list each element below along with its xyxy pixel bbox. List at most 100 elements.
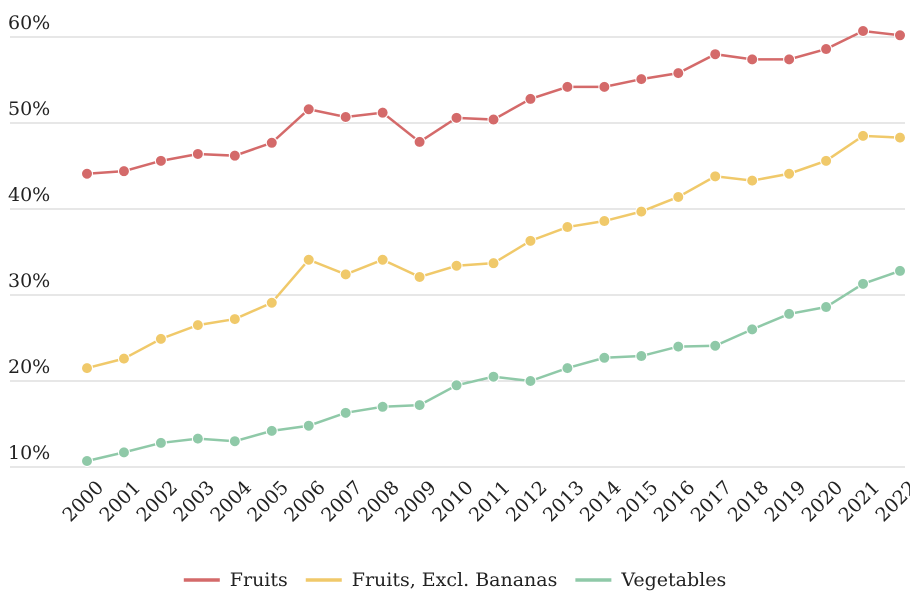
data-point [857,129,870,142]
x-tick-label: 2016 [650,477,700,527]
data-point [524,375,537,387]
x-tick-label: 2013 [539,477,589,527]
legend-item: Fruits, Excl. Bananas [305,569,558,591]
data-point [783,307,796,320]
data-point [450,111,463,124]
series-line [86,269,901,463]
data-point [117,165,130,178]
x-tick-label: 2022 [871,477,910,527]
y-tick-label: 30% [8,270,50,292]
data-point [81,167,93,180]
data-point [672,190,685,203]
y-tick-label: 60% [8,12,50,34]
legend: Fruits Fruits, Excl. Bananas Vegetables [183,569,726,591]
data-point [635,73,648,86]
data-point [228,313,241,326]
data-point [635,350,648,363]
data-point [376,106,389,119]
data-point [487,370,500,383]
data-point [154,436,167,449]
data-point [81,454,93,467]
x-tick-label: 2008 [354,477,404,527]
x-tick-label: 2007 [317,477,367,527]
y-tick-label: 50% [8,98,50,120]
data-point [191,432,204,445]
data-point [265,296,278,309]
data-point [524,92,537,105]
data-point [746,53,759,66]
data-point [302,419,315,432]
data-point [339,110,352,123]
data-point [81,362,93,375]
data-point [820,301,833,314]
data-point [709,339,722,352]
data-point [672,340,685,353]
data-point [857,24,870,37]
x-tick-label: 2011 [465,477,515,527]
data-point [598,80,611,93]
series-line [86,134,901,370]
data-point [598,215,611,228]
legend-item: Vegetables [575,569,726,591]
x-tick-label: 2018 [724,477,774,527]
data-point [413,399,426,412]
x-tick-label: 2015 [613,477,663,527]
y-tick-label: 40% [8,184,50,206]
data-point [228,149,241,162]
legend-item: Fruits [183,569,288,591]
data-point [450,379,463,392]
data-point [450,259,463,272]
data-point [413,270,426,283]
data-point [191,147,204,160]
x-tick-label: 2006 [280,477,330,527]
data-point [117,352,130,365]
y-tick-label: 10% [8,442,50,464]
data-point [783,53,796,66]
data-point [598,351,611,364]
data-point [154,154,167,167]
data-point [820,43,833,56]
data-point [302,103,315,116]
legend-label: Fruits [230,569,288,591]
data-point [746,174,759,187]
data-point [820,154,833,167]
data-point [487,113,500,126]
data-point [561,221,574,234]
data-point [339,268,352,281]
legend-label: Fruits, Excl. Bananas [352,569,558,591]
data-point [709,170,722,183]
data-point [154,332,167,345]
data-point [524,234,537,247]
data-point [376,400,389,413]
x-tick-label: 2005 [243,477,293,527]
data-point [561,80,574,93]
x-tick-label: 2009 [391,477,441,527]
data-point [561,362,574,375]
x-tick-label: 2021 [834,477,884,527]
legend-label: Vegetables [620,569,726,591]
y-tick-label: 20% [8,356,50,378]
x-tick-label: 2012 [502,477,552,527]
series-line [86,29,901,175]
x-tick-label: 2014 [576,477,626,527]
data-point [894,131,906,144]
x-tick-label: 2001 [95,477,145,527]
data-point [376,253,389,266]
x-tick-label: 2002 [132,477,182,527]
x-tick-label: 2019 [761,477,811,527]
x-tick-label: 2003 [169,477,219,527]
data-point [265,136,278,149]
x-tick-label: 2020 [797,477,847,527]
data-point [413,135,426,148]
data-point [265,424,278,437]
x-tick-label: 2017 [687,477,737,527]
data-point [339,406,352,419]
data-point [894,264,906,277]
data-point [857,277,870,290]
x-tick-label: 2010 [428,477,478,527]
data-point [894,29,906,42]
x-tick-label: 2000 [58,477,108,527]
data-point [672,67,685,80]
